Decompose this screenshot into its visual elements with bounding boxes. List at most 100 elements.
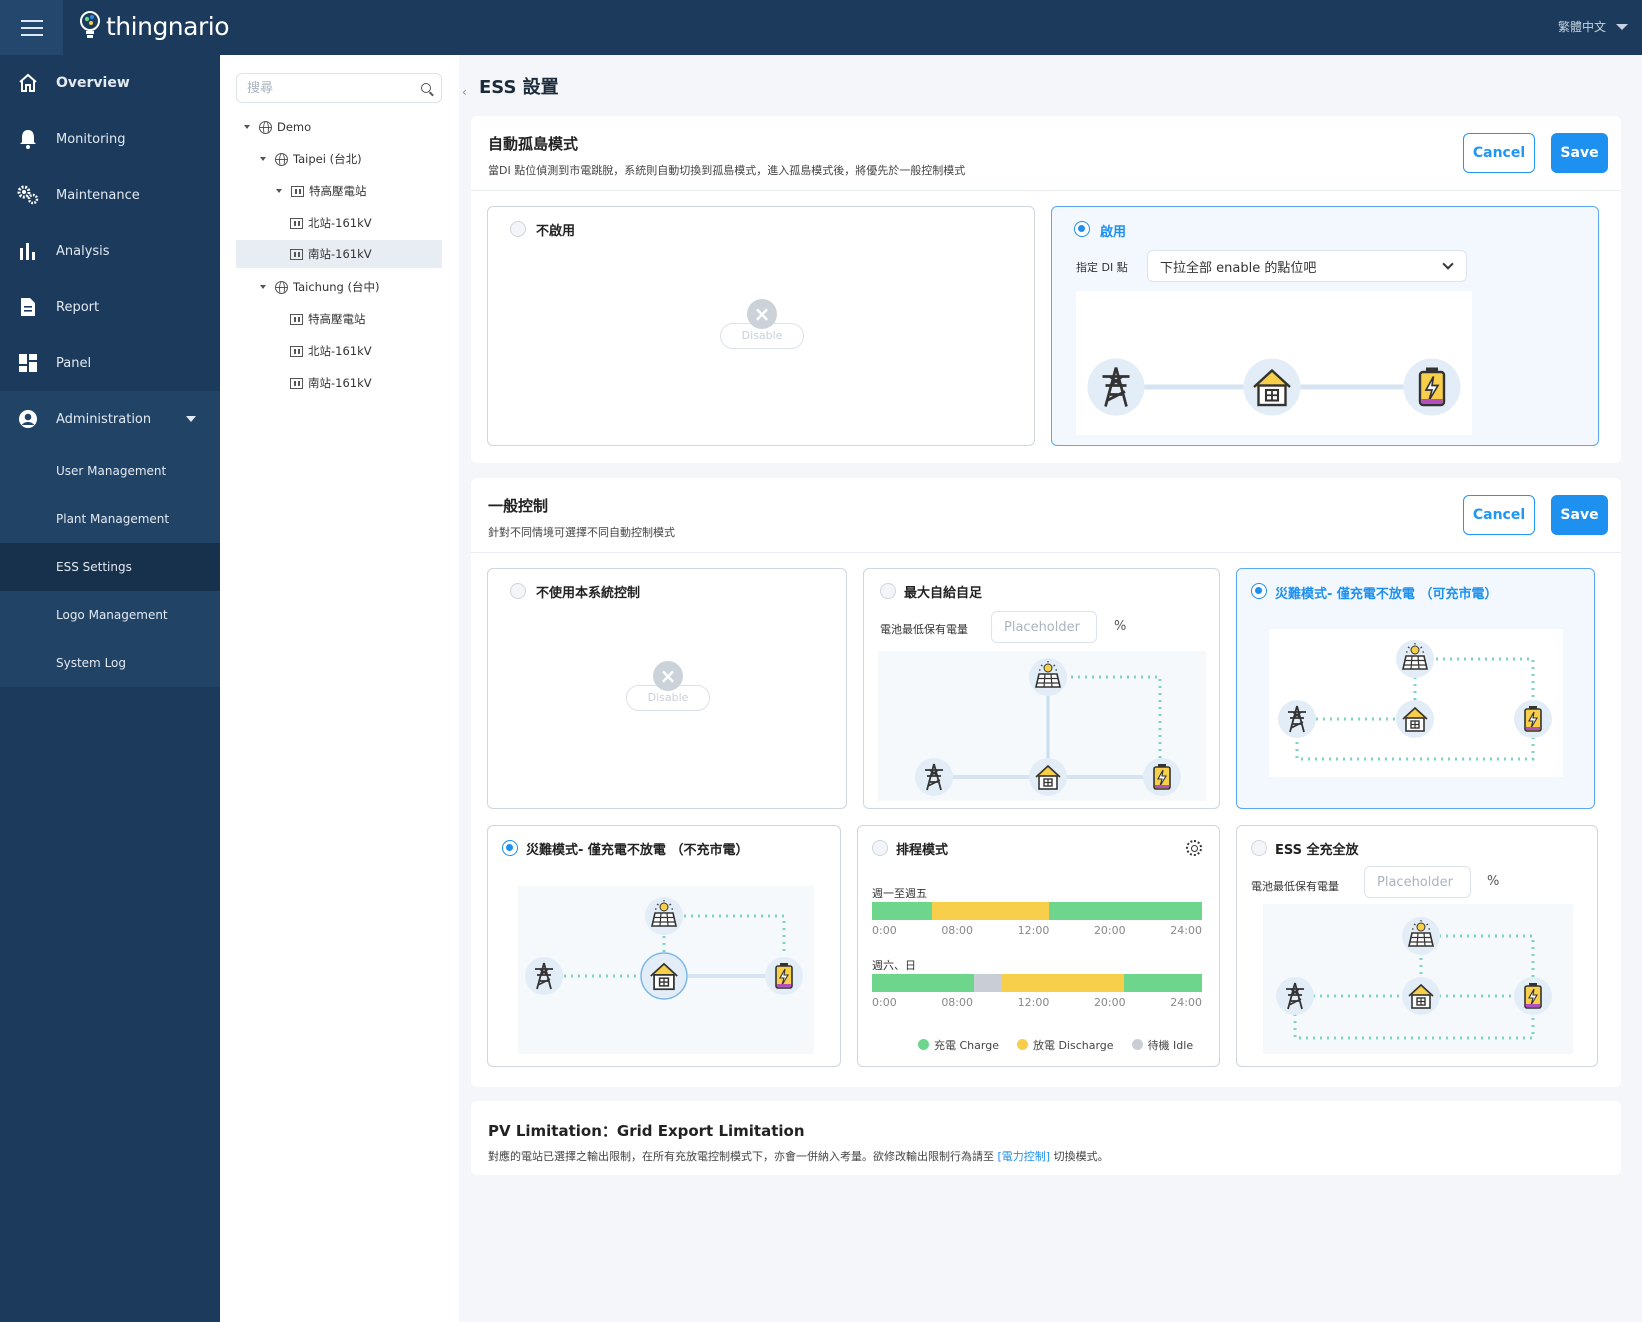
solar-panel-icon [644, 896, 684, 936]
battery-icon [764, 956, 804, 996]
nav-system-log[interactable]: System Log [56, 656, 126, 670]
nav-monitoring[interactable]: Monitoring [0, 111, 220, 167]
tree-node-taipei[interactable]: Taipei (台北) [260, 145, 444, 173]
card-title: 排程模式 [896, 843, 949, 858]
weekend-label: 週六、日 [872, 959, 916, 972]
mode-card-schedule[interactable]: 排程模式 週一至週五 0:00 08:00 12:00 20:00 24:00 … [857, 825, 1220, 1067]
tree-node-taichung[interactable]: Taichung (台中) [260, 273, 444, 301]
weekend-time-ticks: 0:00 08:00 12:00 20:00 24:00 [872, 996, 1202, 1009]
island-mode-section: 自動孤島模式 當DI 點位偵測到市電跳脫，系統則自動切換到孤島模式，進入孤島模式… [471, 116, 1621, 463]
nav-report[interactable]: Report [0, 279, 220, 335]
island-disable-card[interactable]: 不啟用 Disable × [487, 206, 1035, 446]
caret-down-icon[interactable] [260, 285, 266, 289]
admin-section: Administration User Management Plant Man… [0, 391, 220, 687]
nav-panel[interactable]: Panel [0, 335, 220, 391]
nav-administration[interactable]: Administration [0, 391, 220, 447]
radio-button[interactable] [510, 583, 526, 599]
mode-card-self-sufficiency[interactable]: 最大自給自足 電池最低保有電量 Placeholder % [863, 568, 1220, 809]
charge-segment [872, 974, 975, 992]
radio-button[interactable] [880, 583, 896, 599]
card-title: 不使用本系統控制 [536, 586, 641, 601]
card-title: 災難模式- 僅充電不放電 （不充市電） [526, 843, 749, 858]
legend-idle: 待機 Idle [1131, 1037, 1193, 1053]
power-control-link[interactable]: [電力控制] [997, 1150, 1051, 1163]
gears-icon [17, 185, 39, 205]
power-tower-icon [914, 757, 954, 797]
tick-label: 08:00 [941, 996, 974, 1009]
idle-segment [974, 974, 1001, 992]
hamburger-menu-icon[interactable] [0, 0, 63, 55]
main-content: ‹ ESS 設置 自動孤島模式 當DI 點位偵測到市電跳脫，系統則自動切換到孤島… [459, 55, 1642, 1322]
battery-min-input[interactable]: Placeholder [991, 611, 1097, 643]
tree-node-taipei-substation[interactable]: 特高壓電站 [276, 177, 444, 205]
di-point-select[interactable]: 下拉全部 enable 的點位吧 [1147, 250, 1467, 282]
mode-card-disaster-no-grid[interactable]: 災難模式- 僅充電不放電 （不充市電） [487, 825, 841, 1067]
caret-down-icon[interactable] [244, 125, 250, 129]
radio-button[interactable] [872, 840, 888, 856]
nav-plant-management[interactable]: Plant Management [56, 512, 170, 526]
page-title: ESS 設置 [479, 77, 559, 98]
chevron-down-icon [1442, 258, 1454, 270]
bell-icon [20, 130, 36, 149]
nav-overview[interactable]: Overview [0, 55, 220, 111]
percent-unit: % [1487, 874, 1500, 889]
radio-button-selected[interactable] [1074, 221, 1090, 237]
tick-label: 12:00 [1017, 996, 1050, 1009]
nav-user-management[interactable]: User Management [56, 464, 167, 478]
mode-card-disaster-grid[interactable]: 災難模式- 僅充電不放電 （可充市電） [1236, 568, 1595, 809]
save-button[interactable]: Save [1551, 133, 1608, 173]
radio-button[interactable] [1251, 840, 1267, 856]
globe-icon [259, 120, 272, 134]
card-title: 最大自給自足 [904, 586, 983, 601]
nav-label: Monitoring [56, 131, 126, 147]
caret-down-icon[interactable] [260, 157, 266, 161]
tree-node-taipei-north[interactable]: 北站-161kV [290, 209, 444, 237]
mode-card-none[interactable]: 不使用本系統控制 Disable × [487, 568, 847, 809]
charge-segment [1124, 974, 1202, 992]
cancel-button[interactable]: Cancel [1463, 495, 1535, 535]
cancel-button[interactable]: Cancel [1463, 133, 1535, 173]
tree-node-taichung-south[interactable]: 南站-161kV [290, 369, 444, 397]
gear-icon[interactable] [1186, 840, 1202, 856]
nav-analysis[interactable]: Analysis [0, 223, 220, 279]
power-tower-icon [1277, 699, 1317, 739]
save-button[interactable]: Save [1551, 495, 1608, 535]
sidebar: Overview Monitoring Maintenance Analysis… [0, 55, 220, 1322]
island-enable-card[interactable]: 啟用 指定 DI 點 下拉全部 enable 的點位吧 [1051, 206, 1599, 446]
tree-node-demo[interactable]: Demo [244, 113, 444, 141]
nav-logo-management[interactable]: Logo Management [56, 608, 168, 622]
tree-node-taipei-south[interactable]: 南站-161kV [236, 240, 442, 268]
mode-card-full-charge-discharge[interactable]: ESS 全充全放 電池最低保有電量 Placeholder % [1236, 825, 1598, 1067]
nav-ess-settings[interactable]: ESS Settings [0, 543, 220, 591]
percent-unit: % [1114, 619, 1127, 634]
caret-down-icon[interactable] [276, 189, 282, 193]
tick-label: 20:00 [1093, 924, 1126, 937]
weekday-schedule-bar[interactable] [872, 902, 1202, 920]
tree-node-taichung-substation[interactable]: 特高壓電站 [290, 305, 444, 333]
section-title: 一般控制 [488, 497, 549, 515]
weekend-schedule-bar[interactable] [872, 974, 1202, 992]
tree-node-taichung-north[interactable]: 北站-161kV [290, 337, 444, 365]
disabled-indicator: Disable × [626, 661, 710, 721]
nav-label: Panel [56, 355, 92, 371]
battery-min-label: 電池最低保有電量 [880, 623, 968, 636]
search-input[interactable] [247, 74, 417, 102]
section-description: 針對不同情境可選擇不同自動控制模式 [488, 526, 675, 539]
language-selector[interactable]: 繁體中文 [1558, 18, 1628, 35]
radio-button-selected[interactable] [1251, 583, 1267, 599]
disaster-no-grid-flow-diagram [518, 886, 814, 1054]
search-icon[interactable] [421, 83, 431, 93]
radio-button[interactable] [510, 221, 526, 237]
tick-label: 0:00 [872, 924, 897, 937]
card-title: 災難模式- 僅充電不放電 （可充市電） [1275, 587, 1498, 602]
house-icon [1401, 976, 1441, 1016]
nav-maintenance[interactable]: Maintenance [0, 167, 220, 223]
solar-panel-icon [1395, 639, 1435, 679]
battery-min-input[interactable]: Placeholder [1364, 866, 1471, 898]
battery-icon [1402, 357, 1462, 417]
tick-label: 20:00 [1093, 996, 1126, 1009]
collapse-panel-icon[interactable]: ‹ [462, 85, 467, 99]
power-tower-icon [1086, 357, 1146, 417]
card-title: 啟用 [1100, 225, 1127, 240]
radio-button-selected[interactable] [502, 840, 518, 856]
